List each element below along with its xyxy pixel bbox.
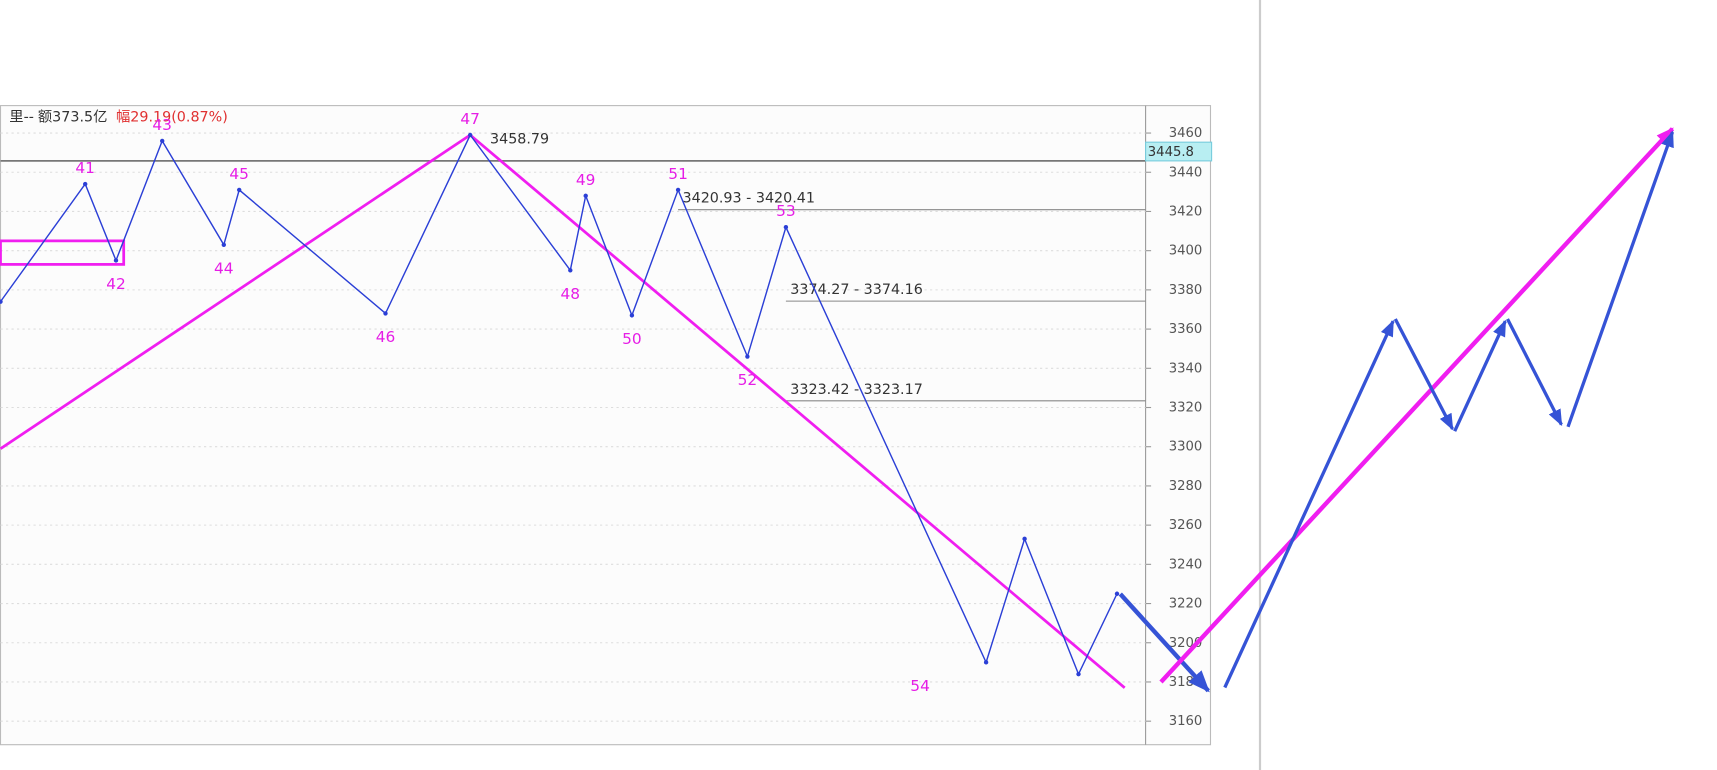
zigzag-vertex <box>237 187 242 193</box>
zigzag-vertex <box>1114 591 1120 596</box>
y-tick-label: 3340 <box>1169 361 1203 376</box>
zigzag-vertex <box>221 242 226 247</box>
zigzag-vertex <box>160 138 165 144</box>
zigzag-vertex <box>0 299 3 304</box>
zigzag-vertex <box>568 268 573 273</box>
zigzag-vertex <box>113 258 119 263</box>
wave-label: 44 <box>214 259 234 277</box>
arrow <box>1159 127 1675 684</box>
y-tick-label: 3420 <box>1169 204 1203 219</box>
zigzag-line <box>0 133 1118 676</box>
y-tick-label: 3440 <box>1169 165 1203 180</box>
annotation-drawing <box>1118 127 1675 693</box>
wave-label: 42 <box>106 275 126 293</box>
wave-label: 47 <box>460 110 480 128</box>
arrow <box>1566 130 1675 428</box>
wave-label: 46 <box>376 328 396 346</box>
wave-label: 53 <box>776 202 796 220</box>
price-level-label: 3420.93 - 3420.41 <box>683 191 816 207</box>
arrow <box>1118 592 1210 693</box>
wave-label: 51 <box>668 165 688 183</box>
plot-background <box>0 105 1212 746</box>
arrow <box>1453 319 1507 432</box>
last-price-label: 3445.8 <box>1148 145 1194 160</box>
zigzag-vertex <box>783 224 789 230</box>
header-text: 里-- <box>9 110 34 126</box>
y-tick-label: 3460 <box>1169 126 1203 141</box>
y-tick-label: 3380 <box>1169 283 1203 298</box>
peak-label: 3458.79 <box>490 131 549 147</box>
zigzag-vertex <box>583 193 588 198</box>
arrow <box>1393 318 1454 431</box>
zigzag-vertex <box>83 181 88 187</box>
plot: 里-- 额373.5亿 幅29.19(0.87%)31603180320032203… <box>0 109 1213 729</box>
last-price-box <box>1145 141 1213 162</box>
y-tick-label: 3240 <box>1169 557 1203 572</box>
wave-label: 52 <box>738 371 758 389</box>
zigzag-vertex <box>983 660 989 665</box>
arrow <box>1506 318 1563 427</box>
y-tick-label: 3260 <box>1169 518 1203 533</box>
header-text: 幅29.19(0.87%) <box>116 109 228 126</box>
price-level-label: 3323.42 - 3323.17 <box>790 382 923 398</box>
zigzag-vertex <box>383 311 388 316</box>
arrow <box>1223 319 1395 689</box>
y-tick-label: 3280 <box>1169 479 1203 494</box>
wave-label: 48 <box>561 285 581 303</box>
zigzag-vertex <box>675 187 681 193</box>
range-box <box>0 239 126 266</box>
wave-label: 50 <box>622 330 642 348</box>
zigzag-vertex <box>468 132 473 138</box>
zigzag-vertex <box>629 313 635 318</box>
zigzag-vertex <box>745 354 750 359</box>
wave-label: 54 <box>910 677 930 695</box>
header-text: 额373.5亿 <box>38 109 108 126</box>
zigzag-vertex <box>1076 671 1081 677</box>
zigzag-vertex <box>1022 536 1027 542</box>
y-tick-label: 3160 <box>1169 714 1203 729</box>
wave-label: 43 <box>152 116 172 134</box>
price-level-label: 3374.27 - 3374.16 <box>790 282 923 298</box>
y-tick-label: 3320 <box>1169 401 1203 416</box>
trendline <box>0 133 471 450</box>
wave-label: 41 <box>75 159 95 177</box>
wave-label: 49 <box>576 171 596 189</box>
y-tick-label: 3360 <box>1169 322 1203 337</box>
y-tick-label: 3300 <box>1169 440 1203 455</box>
y-tick-label: 3400 <box>1169 244 1203 259</box>
wave-label: 45 <box>229 165 249 183</box>
y-tick-label: 3220 <box>1169 597 1203 612</box>
